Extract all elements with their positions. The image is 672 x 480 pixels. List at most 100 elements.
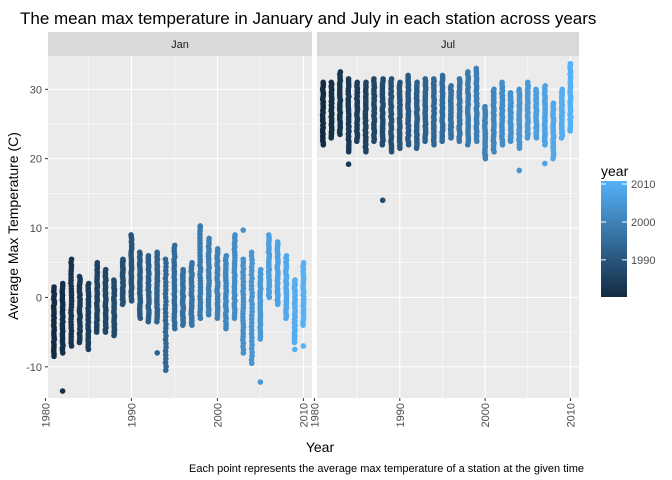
data-point [473, 65, 480, 72]
data-point [223, 252, 230, 259]
data-point [465, 69, 471, 75]
data-point [456, 76, 463, 82]
y-tick-label: 30 [30, 84, 42, 96]
panel-background [48, 56, 312, 398]
y-axis: -10 0 10 20 30 [26, 84, 48, 374]
data-point [300, 259, 307, 266]
x-axis-title: Year [306, 439, 335, 455]
data-point [128, 232, 134, 238]
data-point-outlier [516, 167, 523, 174]
y-axis-title: Average Max Temperature (C) [5, 132, 21, 320]
data-point [320, 79, 326, 86]
data-point [559, 86, 566, 93]
data-point [422, 76, 429, 82]
y-tick-label: -10 [26, 362, 42, 374]
x-tick-label: 2010 [565, 403, 577, 427]
data-point-outlier [567, 60, 574, 67]
data-point-outlier [197, 223, 204, 229]
data-point [120, 256, 126, 263]
data-point-outlier [292, 346, 298, 353]
x-tick-label: 2010 [298, 403, 310, 427]
x-tick-label: 1980 [40, 403, 52, 427]
data-point [206, 235, 212, 242]
data-point-outlier [249, 360, 255, 367]
data-point [59, 280, 66, 287]
data-point [388, 76, 395, 82]
data-point [533, 86, 539, 93]
data-point [516, 86, 523, 93]
data-point [491, 86, 497, 93]
data-point-outlier [257, 379, 264, 385]
data-point [76, 273, 83, 280]
data-point [102, 266, 109, 273]
data-point-outlier [379, 197, 386, 204]
legend-tick-label: 1990 [631, 255, 655, 267]
data-point [337, 69, 344, 75]
data-point-outlier [240, 227, 247, 233]
chart-title: The mean max temperature in January and … [20, 9, 596, 28]
legend-tick-label: 2010 [631, 179, 655, 191]
data-point [397, 79, 403, 86]
data-point [85, 280, 92, 287]
data-point [439, 72, 446, 79]
data-point [414, 79, 420, 86]
data-point [430, 76, 437, 82]
facet-strip [317, 32, 579, 56]
data-point [162, 256, 169, 263]
x-axis: 1980 1990 2000 2010 1980 1990 2000 2010 [40, 398, 577, 427]
data-point [448, 83, 454, 89]
data-point [380, 76, 386, 82]
data-point-outlier [59, 388, 66, 394]
x-tick-label: 1990 [126, 403, 138, 427]
data-point-outlier [154, 350, 161, 356]
data-point [328, 79, 335, 86]
data-point [145, 252, 152, 259]
legend: year 1990 2000 2010 [601, 163, 655, 297]
data-point [371, 76, 377, 82]
facet-panel-jan: Jan [48, 32, 312, 398]
data-point [274, 239, 281, 245]
facet-strip [48, 32, 312, 56]
data-point [354, 79, 361, 86]
y-tick-label: 10 [30, 223, 42, 235]
legend-colorbar [601, 181, 627, 297]
data-point [136, 249, 143, 256]
data-point [292, 277, 298, 283]
data-point [507, 89, 514, 96]
legend-title: year [601, 163, 629, 179]
legend-ticks: 1990 2000 2010 [601, 179, 655, 267]
data-point [111, 277, 117, 283]
data-point [405, 72, 411, 79]
facet-panel-jul: Jul [317, 32, 579, 398]
data-point [363, 79, 369, 86]
data-points [319, 60, 574, 204]
x-tick-label: 1980 [309, 403, 321, 427]
data-point [240, 256, 247, 263]
data-point [171, 242, 178, 249]
y-tick-label: 0 [36, 292, 42, 304]
data-point [550, 100, 557, 106]
data-point-outlier [345, 161, 352, 168]
data-point [542, 83, 549, 89]
x-tick-label: 1990 [395, 403, 407, 427]
data-point [51, 284, 57, 290]
data-point [94, 259, 101, 266]
data-point [232, 232, 238, 238]
x-tick-label: 2000 [480, 403, 492, 427]
data-point [248, 249, 255, 256]
facet-panels: Jan Jul [48, 32, 579, 398]
data-point-outlier [542, 160, 548, 167]
chart-caption: Each point represents the average max te… [189, 463, 584, 475]
facet-strip-label: Jan [171, 39, 189, 51]
data-point [180, 266, 186, 273]
data-point [499, 79, 505, 86]
data-point [482, 103, 488, 110]
gridlines [48, 56, 312, 398]
y-tick-label: 20 [30, 154, 42, 166]
legend-tick-label: 2000 [631, 217, 655, 229]
data-point [257, 266, 264, 273]
data-points [50, 223, 307, 394]
data-point [68, 256, 75, 263]
x-tick-label: 2000 [212, 403, 224, 427]
